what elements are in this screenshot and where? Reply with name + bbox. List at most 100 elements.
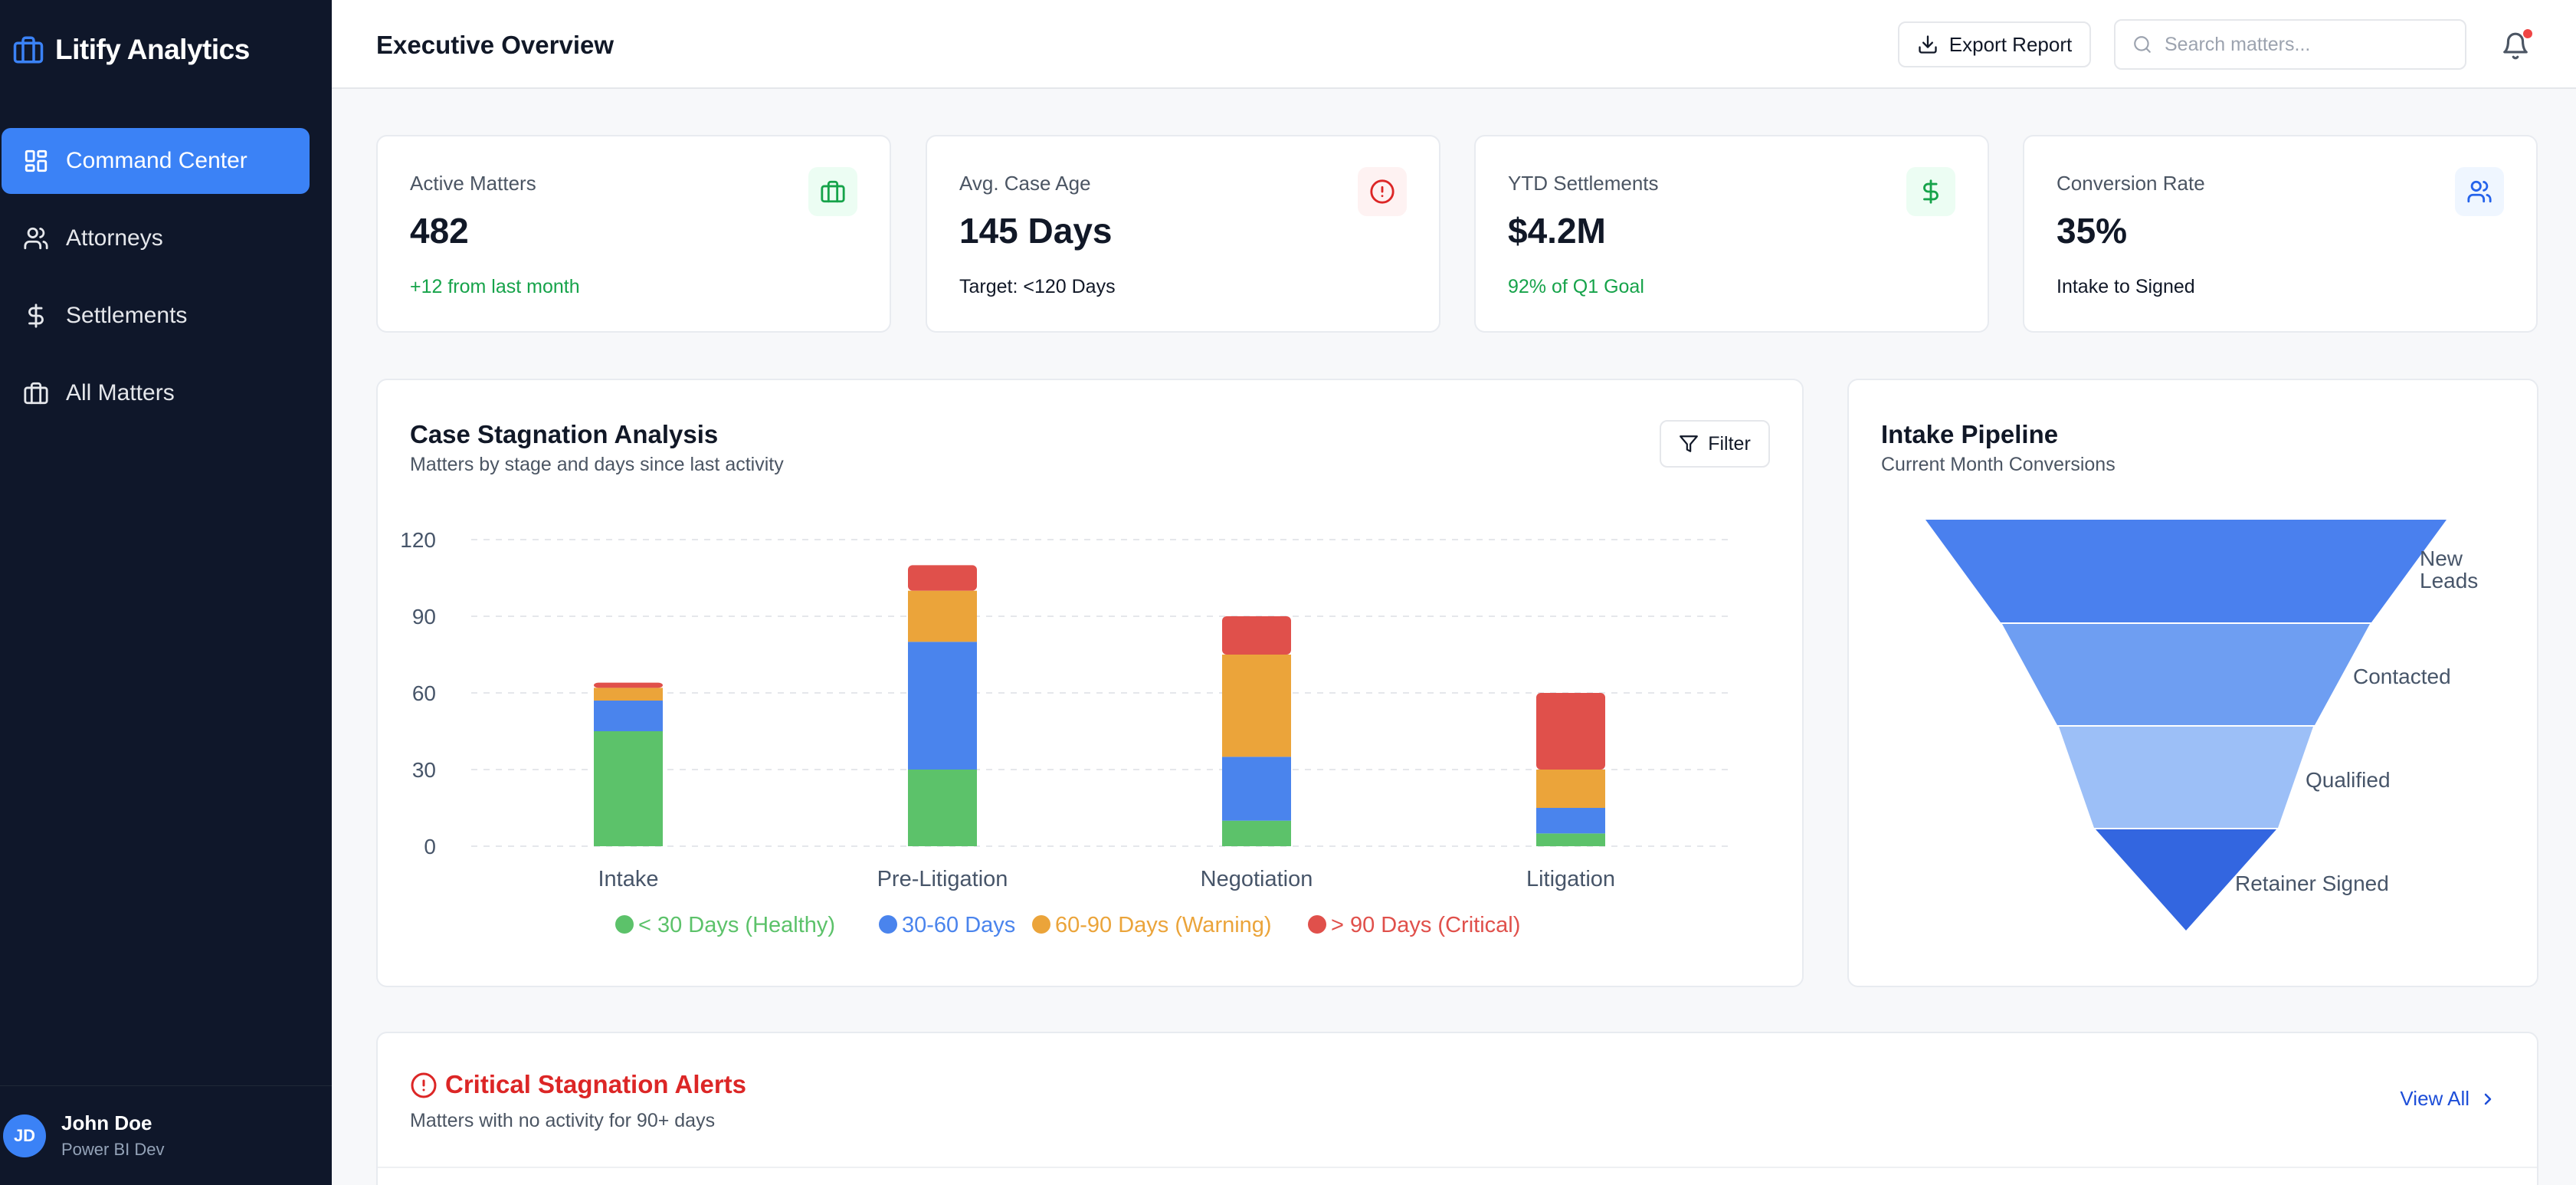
x-tick-label: Pre-Litigation (877, 867, 1008, 891)
page-title: Executive Overview (376, 31, 615, 59)
kpi-value: $4.2M (1508, 211, 1606, 251)
x-tick-label: Intake (598, 867, 659, 891)
kpi-label: YTD Settlements (1508, 172, 1659, 195)
user-profile[interactable]: JD John Doe Power BI Dev (0, 1085, 332, 1185)
funnel-stage-retainer-signed[interactable] (2096, 829, 2276, 931)
case-stagnation-card: 0 30 60 90 120 Intake Pre-Litigation Negotiatio… (376, 379, 1804, 987)
bar-segment[interactable] (908, 565, 977, 591)
search-input[interactable] (2165, 33, 2456, 56)
chart-subtitle: Matters by stage and days since last act… (410, 454, 784, 475)
kpi-label: Conversion Rate (2057, 172, 2205, 195)
export-report-label: Export Report (1948, 32, 2073, 56)
critical-alerts-card: Critical Stagnation Alerts Matters with … (376, 1032, 2538, 1185)
bar-segment[interactable] (594, 682, 663, 688)
kpi-card-active-matters: Active Matters 482 +12 from last month (376, 135, 891, 333)
y-tick-label: 90 (412, 605, 436, 629)
funnel-subtitle: Current Month Conversions (1881, 454, 2116, 475)
bar-segment[interactable] (908, 590, 977, 642)
users-icon (24, 227, 48, 250)
bar-segment[interactable] (1222, 757, 1291, 821)
bar-segment[interactable] (908, 770, 977, 846)
divider (378, 1167, 2537, 1168)
kpi-card-conversion-rate: Conversion Rate 35% Intake to Signed (2023, 135, 2538, 333)
sidebar-item-command-center[interactable]: Command Center (2, 128, 310, 194)
chart-title: Case Stagnation Analysis (410, 420, 719, 448)
legend-swatch (615, 915, 634, 934)
notifications-button[interactable] (2497, 28, 2534, 64)
briefcase-icon (24, 382, 48, 405)
bar-segment[interactable] (594, 731, 663, 846)
export-report-button[interactable]: Export Report (1898, 21, 2091, 67)
funnel-title: Intake Pipeline (1881, 420, 2059, 448)
legend-label: > 90 Days (Critical) (1331, 913, 1520, 937)
bar-segment[interactable] (594, 688, 663, 701)
y-tick-label: 0 (424, 835, 436, 858)
bar-segment[interactable] (594, 701, 663, 731)
sidebar-item-attorneys[interactable]: Attorneys (2, 205, 310, 271)
legend-label: 30-60 Days (902, 913, 1015, 937)
users-icon (2467, 180, 2492, 203)
kpi-value: 482 (410, 211, 469, 251)
kpi-label: Avg. Case Age (959, 172, 1091, 195)
sidebar-item-label: All Matters (66, 380, 175, 405)
top-header: Executive Overview Export Report (332, 0, 2576, 89)
funnel-label-new-leads: New Leads (2420, 547, 2478, 592)
kpi-value: 145 Days (959, 211, 1113, 251)
user-info: John Doe Power BI Dev (61, 1111, 165, 1160)
bar-segment[interactable] (1222, 616, 1291, 655)
brand-title: Litify Analytics (55, 34, 250, 65)
funnel-stage-qualified[interactable] (2059, 727, 2313, 828)
sidebar-nav: Command Center Attorneys Settlements All… (2, 128, 310, 438)
legend-label: 60-90 Days (Warning) (1055, 913, 1272, 937)
download-icon (1919, 35, 1937, 54)
alert-circle-icon (1370, 179, 1395, 204)
funnel-chart: New Leads Contacted Qualified Retainer Si… (1925, 520, 2478, 931)
dollar-icon (28, 304, 44, 328)
legend-label: < 30 Days (Healthy) (638, 913, 835, 937)
bar-segment[interactable] (1536, 833, 1605, 846)
kpi-icon-badge (808, 167, 857, 216)
sidebar-item-settlements[interactable]: Settlements (2, 283, 310, 349)
dashboard-grid-icon (25, 149, 48, 172)
intake-pipeline-card: Intake Pipeline Current Month Conversion… (1847, 379, 2538, 987)
view-all-link[interactable]: View All (2400, 1087, 2497, 1111)
kpi-card-ytd-settlements: YTD Settlements $4.2M 92% of Q1 Goal (1474, 135, 1989, 333)
y-tick-label: 30 (412, 758, 436, 782)
kpi-subtext: Target: <120 Days (959, 276, 1116, 297)
bar-segment[interactable] (1536, 693, 1605, 770)
alert-circle-icon (411, 1072, 437, 1098)
kpi-subtext: 92% of Q1 Goal (1508, 276, 1644, 297)
legend-swatch (1308, 915, 1326, 934)
funnel-label-retainer-signed: Retainer Signed (2235, 872, 2389, 895)
kpi-subtext: +12 from last month (410, 276, 580, 297)
brand[interactable]: Litify Analytics (12, 34, 250, 66)
bar-segment[interactable] (1222, 655, 1291, 757)
search-icon (2134, 36, 2151, 53)
filter-button[interactable]: Filter (1660, 420, 1770, 468)
bar-segment[interactable] (908, 642, 977, 770)
user-name: John Doe (61, 1111, 152, 1134)
funnel-stage-contacted[interactable] (2002, 624, 2370, 725)
funnel-label-qualified: Qualified (2306, 768, 2391, 792)
search-box[interactable] (2114, 19, 2466, 70)
bar-segment[interactable] (1222, 820, 1291, 846)
funnel-stage-new-leads[interactable] (1925, 520, 2447, 622)
legend-swatch (879, 915, 897, 934)
bar-segment[interactable] (1536, 770, 1605, 808)
kpi-value: 35% (2057, 211, 2128, 251)
filter-label: Filter (1708, 432, 1751, 455)
funnel-label-contacted: Contacted (2353, 665, 2451, 688)
sidebar-item-all-matters[interactable]: All Matters (2, 360, 310, 426)
avatar: JD (3, 1114, 46, 1157)
kpi-card-avg-case-age: Avg. Case Age 145 Days Target: <120 Days (926, 135, 1440, 333)
y-tick-label: 120 (400, 528, 436, 552)
notification-badge (2523, 29, 2532, 38)
kpi-label: Active Matters (410, 172, 536, 195)
briefcase-icon (821, 180, 845, 203)
bar-segment[interactable] (1536, 808, 1605, 834)
x-tick-label: Negotiation (1201, 867, 1313, 891)
y-tick-label: 60 (412, 681, 436, 705)
x-tick-label: Litigation (1526, 867, 1615, 891)
briefcase-icon (13, 36, 44, 64)
alerts-subtitle: Matters with no activity for 90+ days (410, 1110, 716, 1131)
